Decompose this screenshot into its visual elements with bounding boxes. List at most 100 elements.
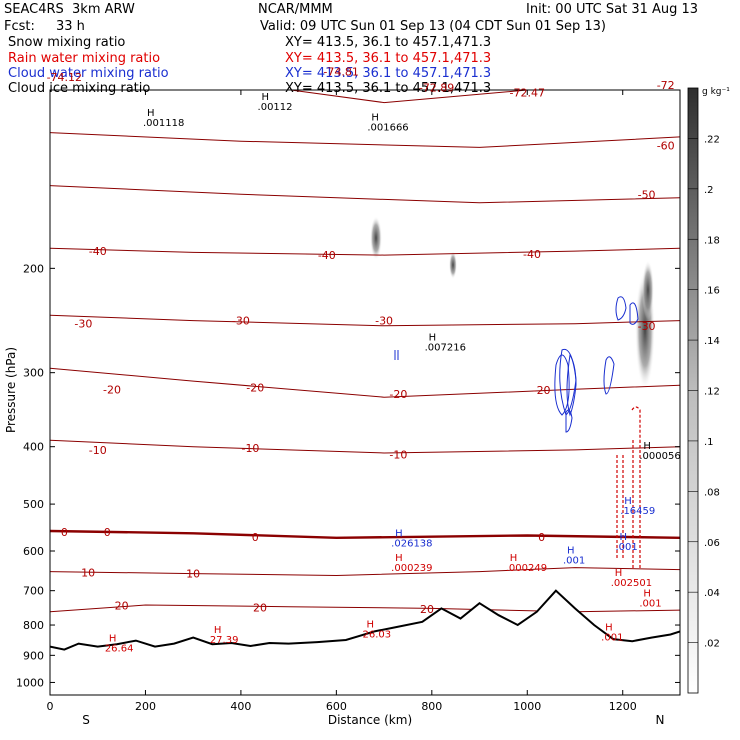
cloud-water-contour — [603, 356, 615, 395]
isotherm-line — [50, 567, 680, 577]
terrain-mask — [50, 590, 680, 695]
y-tick-label: 1000 — [16, 676, 44, 689]
field-name-snow: Snow mixing ratio — [8, 35, 126, 50]
max-marker-h: H — [147, 108, 155, 119]
x-tick-label: 0 — [47, 700, 54, 713]
isotherm-label: -20 — [103, 383, 121, 396]
isotherm-label: 0 — [538, 531, 545, 544]
y-axis-label: Pressure (hPa) — [4, 347, 18, 433]
x-axis-label: Distance (km) — [328, 713, 412, 727]
x-tick-label: 400 — [230, 700, 251, 713]
max-marker-h: H — [367, 620, 375, 631]
isotherm-label: 0 — [61, 526, 68, 539]
terrain — [50, 589, 680, 695]
isotherm-label: 20 — [115, 600, 129, 613]
isotherm-label: -20 — [246, 382, 264, 395]
colorbar-tick-label: .22 — [704, 134, 720, 145]
cloud-water-contour — [566, 353, 577, 417]
y-tick-label: 700 — [23, 585, 44, 598]
max-marker-h: H — [429, 332, 437, 343]
x-tick-label: 200 — [135, 700, 156, 713]
max-value-label: .001666 — [367, 122, 408, 133]
cloud-water-contour — [565, 409, 573, 433]
axes: 0 200 400 600 800 1000 12002003004005006007008… — [16, 90, 680, 713]
colorbar-tick-label: .02 — [704, 639, 720, 650]
isotherm-label: -30 — [375, 315, 393, 328]
isotherm-label: -60 — [657, 139, 675, 152]
isotherm-label: -30 — [638, 320, 656, 333]
isotherm-line — [50, 185, 680, 204]
isotherm-label: -72.47 — [510, 87, 545, 100]
max-value-label: .026138 — [391, 539, 432, 550]
field-name-cloud-ice: Cloud ice mixing ratio — [8, 81, 151, 96]
y-tick-label: 600 — [23, 545, 44, 558]
max-value-label: .001118 — [143, 118, 184, 129]
snow-shading — [370, 216, 655, 390]
max-marker-h: H — [395, 529, 403, 540]
isotherm-label: 20 — [420, 603, 434, 616]
x-tick-label: 800 — [421, 700, 442, 713]
cloud-water-contours — [394, 296, 639, 433]
isotherm-label: -74.12 — [47, 71, 82, 84]
isotherm-label: -40 — [89, 245, 107, 258]
rain-water-contour — [616, 455, 624, 560]
max-marker-h: H — [510, 553, 518, 564]
snow-blob-4 — [642, 260, 654, 320]
isotherm-label: -10 — [89, 444, 107, 457]
colorbar-ticks: .02 .04 .06 .08 .1 .12 .14 .16 .18 .2 .22 — [688, 134, 720, 650]
max-marker-h: H — [643, 589, 651, 600]
isotherm-line — [50, 314, 680, 327]
isotherm-label: -10 — [389, 448, 407, 461]
max-value-label: 26.64 — [105, 643, 134, 654]
isotherm-label: -40 — [318, 249, 336, 262]
max-marker-h: H — [620, 532, 628, 543]
max-value-label: .000056 — [639, 451, 680, 462]
rain-water-contour — [631, 406, 641, 440]
fcst-value: 33 h — [56, 19, 85, 34]
field-name-rain: Rain water mixing ratio — [8, 51, 161, 66]
colorbar-tick-label: .1 — [704, 437, 714, 448]
colorbar-tick-label: .18 — [704, 235, 720, 246]
isotherm-line — [50, 529, 680, 540]
colorbar-tick-label: .06 — [704, 538, 720, 549]
max-marker-h: H — [567, 546, 575, 557]
isotherm-label: 20 — [253, 602, 267, 615]
x-tick-label: 1000 — [513, 700, 541, 713]
max-value-label: .001 — [601, 633, 623, 644]
rain-water-contours — [616, 406, 641, 570]
max-value-label: .000249 — [506, 563, 547, 574]
colorbar-tick-label: .2 — [704, 185, 714, 196]
cloud-water-contour — [629, 302, 639, 325]
max-value-label: .16459 — [620, 506, 655, 517]
org-label: NCAR/MMM — [258, 2, 333, 17]
south-label: S — [82, 713, 90, 727]
max-value-label: .001 — [563, 556, 585, 567]
max-value-label: .001 — [616, 542, 638, 553]
isotherm-label: -30 — [74, 318, 92, 331]
snow-blob-1 — [370, 216, 382, 260]
y-tick-label: 200 — [23, 262, 44, 275]
terrain-line — [50, 589, 680, 651]
isotherm-label: 10 — [81, 566, 95, 579]
colorbar: .02 .04 .06 .08 .1 .12 .14 .16 .18 .2 .22 g kg⁻¹ — [687, 87, 730, 694]
isotherm-label: -72.89 — [419, 81, 454, 94]
max-value-label: 26.03 — [363, 630, 392, 641]
x-tick-label: 600 — [326, 700, 347, 713]
isotherm-label: 10 — [186, 568, 200, 581]
colorbar-tick-label: .14 — [704, 336, 720, 347]
isotherm-label: -20 — [389, 388, 407, 401]
init-label: Init: 00 UTC Sat 31 Aug 13 — [526, 2, 699, 17]
colorbar-tick-label: .08 — [704, 487, 720, 498]
max-marker-h: H — [214, 625, 222, 636]
max-value-label: .000239 — [391, 563, 432, 574]
cloud-water-contour — [615, 296, 627, 321]
cloud-water-contour — [394, 350, 399, 360]
fcst-label: Fcst: — [4, 19, 35, 34]
isotherm-line — [50, 247, 680, 256]
contour-labels: -74.12 -74.81 -72.89 -72.47 -72 -60 -50 -40 -40 -… — [47, 65, 681, 654]
max-value-label: .001 — [639, 599, 661, 610]
max-marker-h: H — [624, 496, 632, 507]
rain-water-contour — [632, 440, 641, 570]
model-title: SEAC4RS 3km ARW — [4, 2, 135, 17]
